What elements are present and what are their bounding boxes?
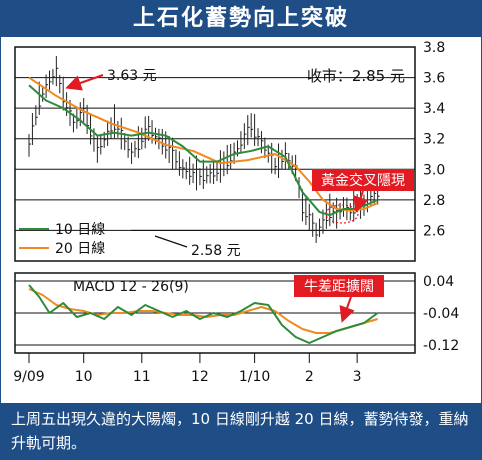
price-y-tick-label: 2.8 bbox=[423, 193, 445, 209]
macd-y-tick-label: 0.04 bbox=[423, 274, 454, 290]
golden-cross-arrow bbox=[353, 190, 369, 213]
low-annotation: 2.58 元 bbox=[191, 243, 241, 259]
golden-cross-circle bbox=[325, 204, 359, 224]
price-panel-border bbox=[14, 46, 416, 262]
golden-cross-label-bg bbox=[312, 169, 414, 191]
macd-y-tick-label: -0.12 bbox=[423, 338, 459, 354]
price-y-tick-label: 3.8 bbox=[423, 40, 445, 56]
legend-ma20-label: 20 日線 bbox=[55, 241, 105, 257]
x-tick-label: 12 bbox=[191, 369, 209, 385]
x-axis: 9/09 10 11 12 1/10 2 3 bbox=[13, 353, 362, 385]
close-price-label: 收市：2.85 元 bbox=[307, 67, 405, 85]
x-tick-label: 1/10 bbox=[239, 369, 270, 385]
macd-title: MACD 12 - 26(9) bbox=[73, 279, 189, 295]
macd-y-axis: 0.04 -0.04 -0.12 bbox=[423, 274, 459, 354]
macd-plot-area bbox=[28, 284, 379, 344]
x-tick-label: 10 bbox=[75, 369, 93, 385]
x-tick-label: 9/09 bbox=[13, 369, 44, 385]
price-y-tick-label: 3.6 bbox=[423, 71, 445, 87]
x-tick-label: 2 bbox=[305, 369, 314, 385]
macd-y-tick-label: -0.04 bbox=[423, 306, 459, 322]
macd-signal-arrow bbox=[339, 296, 355, 323]
low-leader-line bbox=[154, 235, 188, 248]
ma10-line bbox=[28, 84, 379, 217]
golden-cross-label: 黃金交叉隱現 bbox=[321, 172, 405, 189]
price-y-tick-label: 2.6 bbox=[423, 223, 445, 239]
legend: 10 日線 20 日線 bbox=[19, 222, 105, 257]
price-y-axis: 3.8 3.6 3.4 3.2 3.0 2.8 2.6 bbox=[423, 40, 445, 239]
high-arrow bbox=[65, 74, 104, 91]
macd-signal-label: 牛差距擴闊 bbox=[304, 278, 374, 295]
x-tick-label: 11 bbox=[133, 369, 151, 385]
price-y-tick-label: 3.4 bbox=[423, 101, 445, 117]
high-annotation: 3.63 元 bbox=[107, 68, 157, 84]
macd-signal-label-bg bbox=[294, 275, 384, 297]
chart-caption: 上周五出現久違的大陽燭，10 日線剛升越 20 日線，蓄勢待發，重納升軌可期。 bbox=[1, 403, 481, 459]
price-gridlines bbox=[15, 77, 415, 231]
chart-area: 3.8 3.6 3.4 3.2 3.0 2.8 2.6 收市：2.85 元 3.63 元 2… bbox=[13, 40, 459, 385]
legend-ma10-label: 10 日線 bbox=[55, 222, 105, 238]
x-tick-label: 3 bbox=[353, 369, 362, 385]
price-y-tick-label: 3.0 bbox=[423, 162, 445, 178]
macd-line bbox=[28, 284, 379, 344]
price-plot-area bbox=[28, 55, 380, 243]
chart-title: 上石化蓄勢向上突破 bbox=[1, 1, 481, 37]
price-y-tick-label: 3.2 bbox=[423, 132, 445, 148]
